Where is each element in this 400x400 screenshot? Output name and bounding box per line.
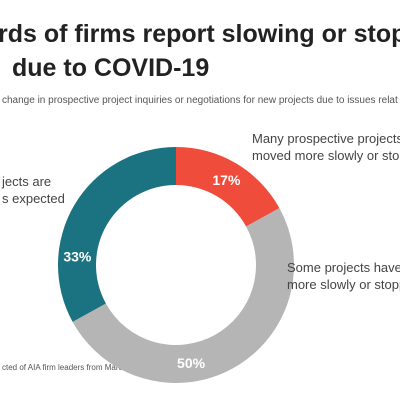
donut-segment [72, 208, 294, 383]
value-label: 17% [212, 172, 241, 188]
category-label: more slowly or stopp [287, 277, 400, 292]
chart-title: due to COVID-19 [12, 54, 209, 82]
category-label: s expected [2, 191, 65, 206]
category-label: jects are [1, 174, 51, 189]
chart-title: rds of firms report slowing or stop [0, 20, 400, 48]
chart-subtitle: change in prospective project inquiries … [2, 95, 398, 106]
donut-segment [176, 147, 280, 227]
donut-segment [57, 147, 176, 322]
category-label: Some projects have [287, 260, 400, 275]
value-label: 33% [63, 249, 92, 265]
source-note: cted of AIA firm leaders from March 17-2… [2, 363, 172, 372]
value-label: 50% [177, 355, 206, 371]
category-label: moved more slowly or stop [252, 148, 400, 163]
category-label: Many prospective projects [252, 131, 400, 146]
